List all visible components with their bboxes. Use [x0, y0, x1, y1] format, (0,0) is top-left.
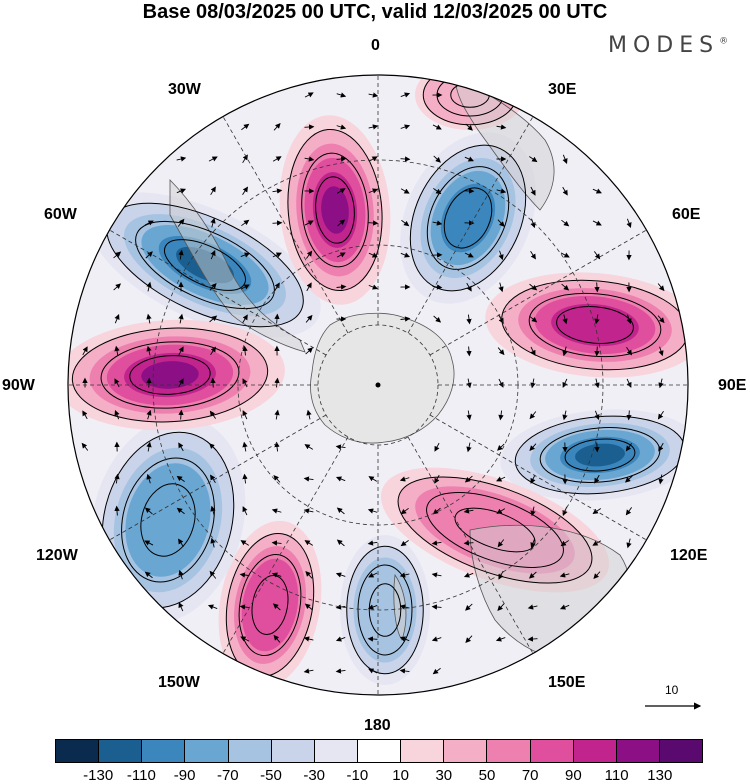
colorbar-swatch	[229, 740, 272, 762]
colorbar-tick-label: 30	[435, 767, 452, 784]
lon-label-30e: 30E	[548, 81, 576, 99]
colorbar-swatch	[272, 740, 315, 762]
colorbar-swatch	[315, 740, 358, 762]
wind-arrow	[529, 639, 538, 640]
wind-arrow	[273, 223, 282, 224]
colorbar-tick-label: -50	[260, 767, 282, 784]
colorbar-tick-label: 10	[392, 767, 409, 784]
wind-arrow	[305, 127, 314, 128]
colorbar-tick-label: -70	[217, 767, 239, 784]
lon-label-60e: 60E	[672, 206, 700, 224]
lon-label-180: 180	[364, 717, 391, 735]
colorbar-swatch	[531, 740, 574, 762]
colorbar-tick-label: -130	[83, 767, 113, 784]
south-pole-dot	[376, 383, 381, 388]
wind-arrow	[213, 379, 214, 388]
colorbar-swatch	[487, 740, 530, 762]
colorbar-tick-label: -30	[303, 767, 325, 784]
colorbar-swatch	[185, 740, 228, 762]
colorbar-swatch	[401, 740, 444, 762]
colorbar-swatch	[142, 740, 185, 762]
wind-arrow	[401, 159, 410, 160]
lon-label-150e: 150E	[548, 674, 585, 692]
lon-label-60w: 60W	[44, 206, 77, 224]
lon-label-120e: 120E	[670, 547, 707, 565]
vector-scale-label: 10	[665, 683, 678, 697]
colorbar-swatch	[444, 740, 487, 762]
wind-arrow	[597, 347, 598, 356]
colorbar-swatch	[99, 740, 142, 762]
lon-label-120w: 120W	[36, 547, 78, 565]
colorbar-tick-label: 110	[605, 767, 629, 784]
colorbar-swatch	[358, 740, 401, 762]
colorbar-tick-label: -90	[174, 767, 196, 784]
lon-label-150w: 150W	[158, 674, 200, 692]
colorbar-swatch	[617, 740, 660, 762]
colorbar-tick-label: 90	[565, 767, 582, 784]
lon-label-30w: 30W	[168, 81, 201, 99]
lon-label-90w: 90W	[2, 377, 35, 395]
colorbar-swatch	[660, 740, 702, 762]
colorbar-swatch	[56, 740, 99, 762]
colorbar-tick-label: 50	[479, 767, 496, 784]
lon-label-90e: 90E	[718, 377, 746, 395]
colorbar-tick-label: 130	[647, 767, 672, 784]
lon-label-0: 0	[371, 37, 380, 55]
polar-map	[0, 0, 750, 783]
colorbar-tick-label: 70	[522, 767, 539, 784]
colorbar	[55, 739, 703, 763]
colorbar-tick-label: -10	[347, 767, 369, 784]
colorbar-tick-label: -110	[127, 767, 156, 784]
colorbar-swatch	[574, 740, 617, 762]
